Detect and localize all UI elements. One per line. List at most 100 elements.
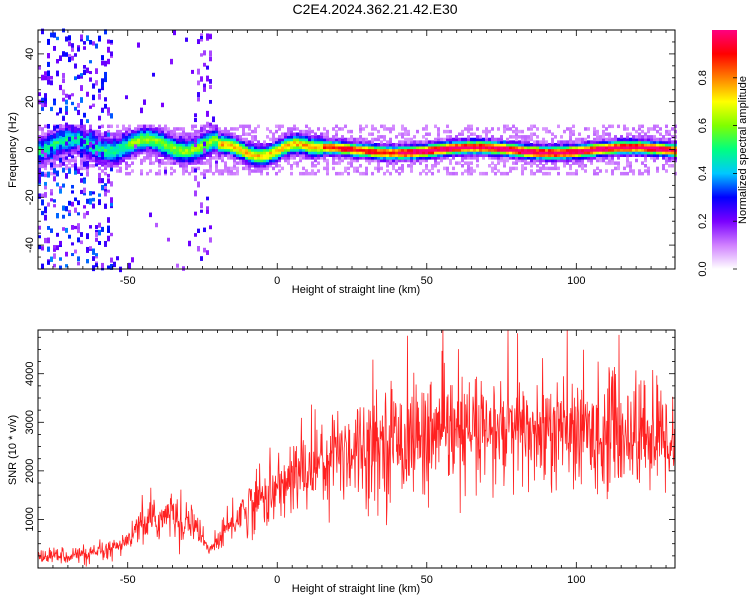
spectrogram-cell xyxy=(155,135,158,139)
spectrogram-cell xyxy=(218,129,221,134)
spectrogram-cell xyxy=(662,142,665,147)
spectrogram-cell xyxy=(500,148,503,152)
spectrogram-cell xyxy=(239,156,242,160)
spectrogram-cell xyxy=(233,156,236,160)
spectrogram-cell xyxy=(386,140,389,144)
spectrogram-cell xyxy=(368,156,371,160)
spectrogram-cell xyxy=(608,132,611,136)
spectrogram-cell xyxy=(287,132,290,136)
spectrogram-cell xyxy=(278,156,281,160)
spectrogram-cell xyxy=(233,166,236,171)
spectrogram-cell xyxy=(185,132,188,136)
spectrogram-cell xyxy=(287,156,290,160)
spectrogram-cell xyxy=(518,153,521,157)
spectrogram-cell xyxy=(65,36,68,42)
spectrogram-cell xyxy=(596,150,599,155)
spectrogram-cell xyxy=(275,158,278,163)
spectrogram-cell xyxy=(128,127,131,131)
snr-y-tick-label: 2000 xyxy=(24,459,36,483)
spectrogram-cell xyxy=(437,135,440,139)
spectrogram-cell xyxy=(605,156,608,160)
spectrogram-cell xyxy=(392,127,395,131)
spectrogram-cell xyxy=(407,142,410,147)
spectrogram-cell xyxy=(89,124,92,129)
spectrogram-cell xyxy=(131,169,134,173)
spectrogram-cell xyxy=(350,150,353,155)
spectrogram-cell xyxy=(137,148,140,152)
spectrogram-cell xyxy=(95,156,98,160)
spectrogram-cell xyxy=(254,161,257,165)
spectrogram-cell xyxy=(83,46,86,50)
spectrogram-cell xyxy=(92,158,95,163)
spectrogram-cell xyxy=(215,148,218,152)
spectrogram-cell xyxy=(419,148,422,152)
spectrogram-cell xyxy=(92,251,95,255)
spectrogram-cell xyxy=(74,197,77,202)
spectrogram-cell xyxy=(293,153,296,157)
spectrogram-cell xyxy=(95,129,98,134)
spectrogram-cell xyxy=(161,132,164,136)
spectrogram-cell xyxy=(290,148,293,152)
spectrogram-cell xyxy=(122,150,125,155)
spectrogram-cell xyxy=(209,237,212,243)
spectrogram-cell xyxy=(176,145,179,150)
spectrogram-cell xyxy=(551,142,554,147)
spectrogram-cell xyxy=(515,137,518,142)
spectrogram-cell xyxy=(626,140,629,144)
spectrogram-cell xyxy=(224,135,227,139)
spectrogram-cell xyxy=(212,156,215,160)
spectrogram-cell xyxy=(596,129,599,134)
spectrogram-cell xyxy=(227,142,230,147)
spectrogram-cell xyxy=(56,132,59,138)
colorbar-gradient xyxy=(712,30,737,269)
spectrogram-cell xyxy=(602,124,605,129)
spectrogram-cell xyxy=(329,148,332,152)
spectrogram-cell xyxy=(440,148,443,152)
spectrogram-cell xyxy=(185,150,188,155)
spectrogram-cell xyxy=(572,140,575,144)
spectrogram-cell xyxy=(68,234,71,239)
spectrogram-cell xyxy=(203,124,206,129)
spectrogram-cell xyxy=(482,142,485,147)
spectrogram-cell xyxy=(71,47,74,52)
spectrogram-cell xyxy=(293,142,296,147)
spectrogram-cell xyxy=(557,150,560,155)
spectrogram-cell xyxy=(470,140,473,144)
spectrogram-cell xyxy=(92,41,95,46)
spectrogram-cell xyxy=(266,145,269,150)
spectrogram-cell xyxy=(428,148,431,152)
spectrogram-cell xyxy=(326,150,329,155)
spectrogram-cell xyxy=(218,150,221,155)
spectrogram-cell xyxy=(290,142,293,147)
spectrogram-cell xyxy=(164,140,167,144)
spectrogram-cell xyxy=(665,142,668,147)
spectrogram-cell xyxy=(404,145,407,150)
spectrogram-cell xyxy=(98,115,101,121)
spectrogram-cell xyxy=(323,158,326,163)
spectrogram-cell xyxy=(221,137,224,142)
spectrogram-cell xyxy=(326,132,329,136)
spectrogram-cell xyxy=(518,142,521,147)
spectrogram-cell xyxy=(242,129,245,134)
spectrogram-cell xyxy=(65,124,68,129)
spectrogram-cell xyxy=(158,145,161,150)
spectrogram-cell xyxy=(392,156,395,160)
spectrogram-cell xyxy=(509,145,512,150)
spectrogram-cell xyxy=(197,140,200,144)
spectrogram-cell xyxy=(515,156,518,160)
spectrogram-cell xyxy=(629,150,632,155)
spectrogram-cell xyxy=(137,153,140,157)
spectrogram-cell xyxy=(104,103,107,109)
spectrogram-cell xyxy=(533,140,536,144)
spectrogram-cell xyxy=(47,70,50,77)
spectrogram-cell xyxy=(95,135,98,139)
spectrogram-cell xyxy=(299,140,302,144)
spectrogram-cell xyxy=(527,140,530,144)
spectrogram-cell xyxy=(554,166,557,171)
spectrogram-cell xyxy=(458,148,461,152)
spectrogram-cell xyxy=(392,150,395,155)
spectrogram-cell xyxy=(479,142,482,147)
spectrogram-cell xyxy=(71,164,74,168)
spectrogram-cell xyxy=(671,164,674,168)
spectrogram-cell xyxy=(542,171,545,176)
